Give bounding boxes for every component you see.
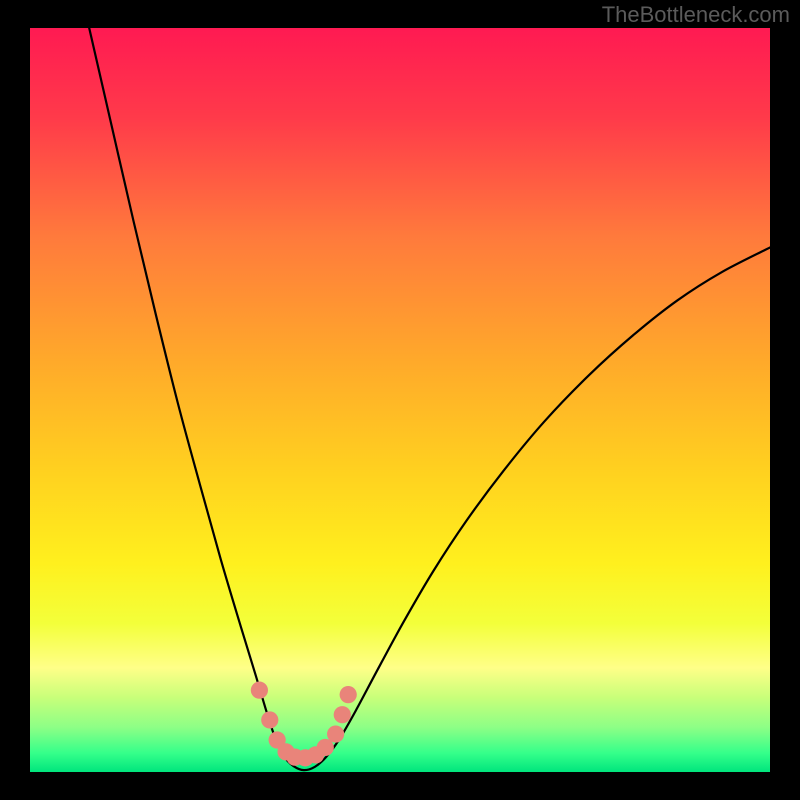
curve-marker [261,711,278,728]
curve-marker [340,686,357,703]
curve-marker [251,682,268,699]
plot-background [30,28,770,772]
chart-stage: TheBottleneck.com [0,0,800,800]
curve-marker [327,725,344,742]
curve-marker [334,706,351,723]
watermark-text: TheBottleneck.com [602,2,790,28]
chart-svg [0,0,800,800]
